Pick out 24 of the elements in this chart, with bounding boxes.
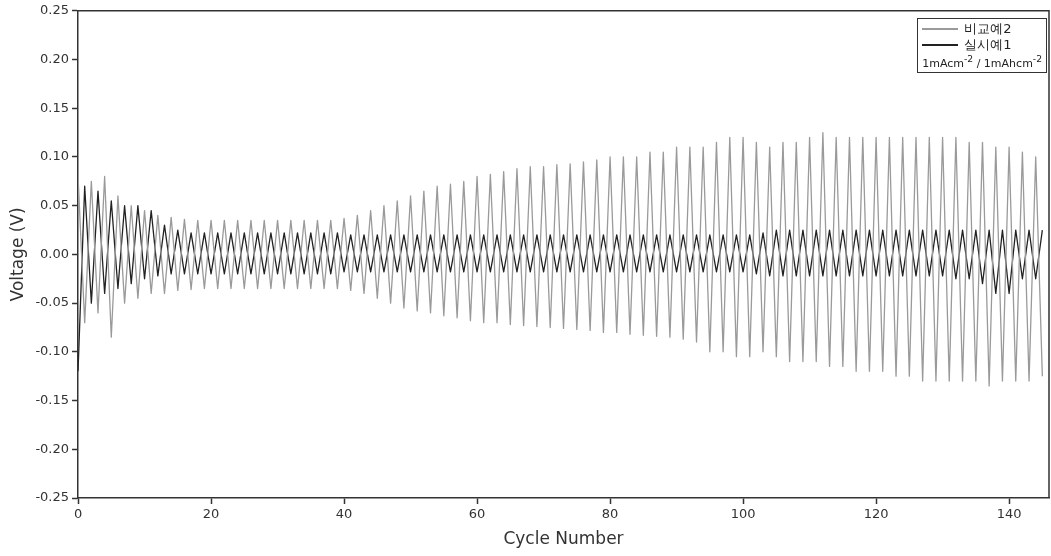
y-tick-label: -0.15 — [35, 391, 70, 407]
x-tick-label: 60 — [468, 506, 486, 522]
y-tick-label: -0.20 — [35, 440, 70, 456]
x-tick-label: 120 — [863, 506, 889, 522]
y-tick-label: -0.05 — [35, 294, 70, 310]
legend-label: 실시예1 — [964, 37, 1012, 53]
annotation: 1mAcm$^{-2}$ / 1mAhcm$^{-2}$ — [922, 53, 1042, 70]
x-tick-label: 100 — [730, 506, 756, 522]
x-tick-label: 20 — [202, 506, 220, 522]
x-tick-label: 140 — [996, 506, 1022, 522]
legend-label: 비교예2 — [964, 21, 1012, 37]
y-tick-label: -0.25 — [35, 489, 70, 505]
y-axis-title: Voltage (V) — [6, 207, 27, 302]
x-axis-title: Cycle Number — [503, 528, 624, 549]
y-tick-label: 0.05 — [40, 197, 70, 213]
y-tick-label: 0.20 — [40, 50, 70, 66]
x-tick-label: 80 — [601, 506, 619, 522]
x-tick-label: 40 — [335, 506, 353, 522]
y-tick-label: 0.25 — [40, 2, 70, 18]
y-tick-label: -0.10 — [35, 343, 70, 359]
y-tick-label: 0.00 — [40, 245, 70, 261]
x-tick-label: 0 — [73, 506, 83, 522]
y-tick-label: 0.10 — [40, 148, 70, 164]
y-tick-label: 0.15 — [40, 99, 70, 115]
